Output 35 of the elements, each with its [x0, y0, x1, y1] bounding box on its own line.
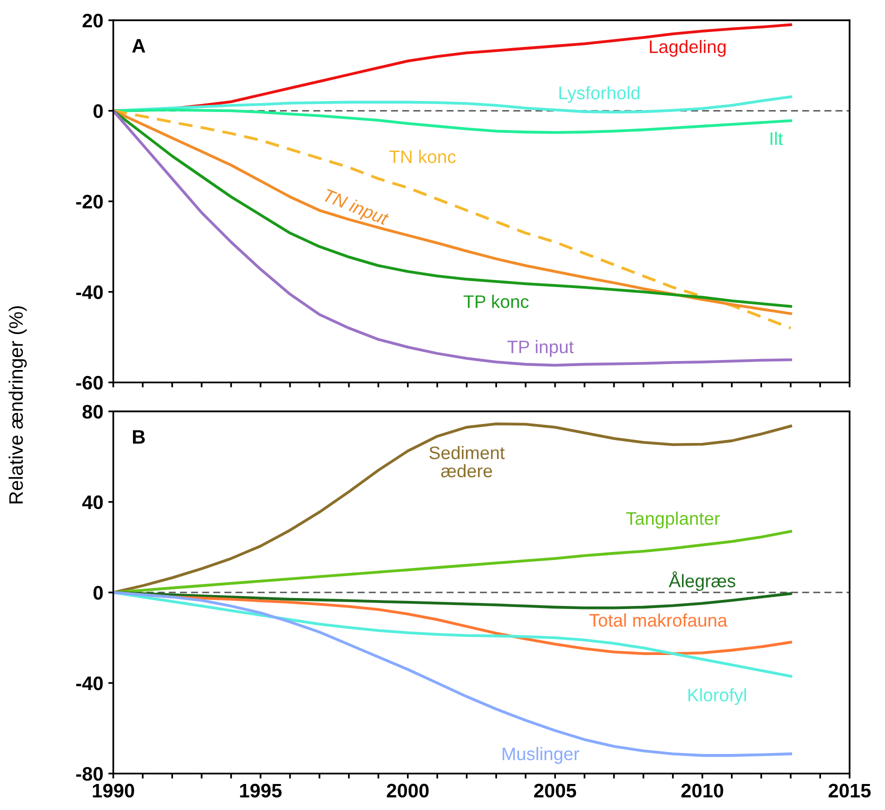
y-tick-label: -80 [76, 767, 103, 781]
series-label: Lysforhold [559, 86, 640, 103]
series-label: Lagdeling [650, 40, 726, 57]
y-tick-label: -40 [76, 285, 103, 300]
y-tick-label: 80 [82, 404, 103, 419]
y-tick-label: 0 [94, 104, 103, 118]
y-tick-label: 40 [82, 495, 103, 510]
y-tick-label: 0 [94, 586, 103, 600]
series-label: TP input [507, 340, 574, 357]
series-label: Ålegræs [668, 571, 736, 591]
annotation: B [132, 430, 145, 444]
x-tick-label: 2000 [386, 784, 429, 798]
x-tick-label: 2005 [534, 784, 576, 798]
y-tick-label: -60 [76, 376, 103, 390]
y-tick-label: -40 [76, 676, 103, 690]
series-label: Ilt [770, 132, 783, 146]
y-axis-title: Relative ændringer (%) [8, 306, 27, 504]
y-tick-label: -20 [76, 194, 103, 209]
series-label: Muslinger [502, 747, 580, 764]
y-tick-label: 20 [82, 14, 103, 28]
x-tick-label: 2015 [828, 784, 871, 798]
line-series [113, 591, 792, 678]
line-series [113, 591, 792, 610]
series-label: TP konc [464, 294, 529, 308]
line-series [113, 422, 792, 594]
x-tick-label: 1990 [92, 784, 134, 798]
series-label: Sediment ædere [429, 446, 505, 478]
x-tick-label: 2010 [681, 784, 724, 798]
annotation: A [132, 39, 146, 52]
series-label: Tangplanter [626, 512, 720, 528]
series-label: Klorofyl [688, 688, 746, 706]
series-label: TN konc [389, 150, 456, 164]
x-tick-label: 1995 [240, 784, 282, 798]
text: TN input [322, 188, 390, 229]
series-label: Total makrofauna [589, 613, 728, 627]
